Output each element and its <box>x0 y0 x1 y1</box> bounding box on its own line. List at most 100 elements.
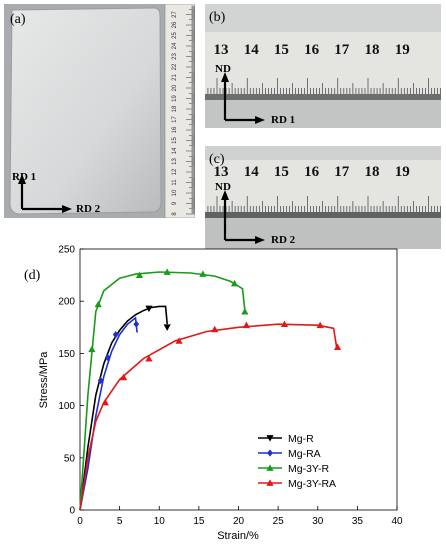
ruler-a-number: 18 <box>172 105 178 112</box>
series-line <box>79 305 168 511</box>
cross-section-rd1-photo: 13 14 15 16 17 18 19 ND RD 1 (b) <box>205 4 441 128</box>
ruler-number: 14 <box>244 164 260 180</box>
ruler-a-number: 25 <box>172 32 178 39</box>
data-point <box>175 337 183 344</box>
data-point <box>211 325 219 333</box>
x-tick-label: 35 <box>352 516 364 527</box>
series-mg-3y-ra <box>79 320 342 511</box>
legend-entry: Mg-3Y-R <box>258 463 329 475</box>
ruler-a-number: 13 <box>172 158 178 165</box>
series-lines <box>79 268 342 511</box>
ruler-a-number: 14 <box>172 147 178 154</box>
data-point <box>97 376 104 385</box>
ruler-a-number: 27 <box>172 11 178 18</box>
data-point <box>135 271 144 278</box>
series-line <box>79 271 246 511</box>
stress-strain-chart: 0 5 10 15 20 25 30 35 40 0 50 100 150 200 250 Strain/… <box>38 245 403 543</box>
ruler-number: 16 <box>304 42 320 58</box>
y-tick-label: 200 <box>58 297 75 308</box>
cross-section-rd2-illustration: 13 14 15 16 17 18 19 ND RD 2 <box>205 146 441 249</box>
plot-frame <box>79 248 398 511</box>
y-axis-title: Stress/MPa <box>38 351 50 409</box>
legend-label: Mg-3Y-R <box>288 463 329 475</box>
y-tick-label: 100 <box>58 401 75 412</box>
ruler-number: 17 <box>334 42 350 58</box>
nd-label-b: ND <box>215 63 231 75</box>
sample-sheet-illustration: 8 9 10 11 12 13 14 15 16 17 18 19 20 21 22 23 24 25 26 27 R… <box>4 3 196 219</box>
legend-entry: Mg-R <box>258 433 314 445</box>
data-point <box>101 398 109 406</box>
rd2-label-c: RD 2 <box>271 234 296 246</box>
ruler-a-number: 20 <box>172 84 178 91</box>
panel-label-d: (d) <box>24 268 41 283</box>
series-mg-3y-r <box>79 268 249 511</box>
series-line <box>79 316 138 511</box>
data-point <box>316 321 324 329</box>
ruler-number: 15 <box>274 42 289 58</box>
ruler-a-number: 21 <box>172 74 178 81</box>
data-point <box>88 345 96 353</box>
series-mg-r <box>79 305 171 511</box>
x-tick-label: 5 <box>117 516 123 527</box>
ruler-a-number: 10 <box>172 189 178 196</box>
ruler-a-number: 16 <box>172 126 178 133</box>
legend-marker <box>267 449 273 457</box>
legend-marker <box>266 435 274 442</box>
panel-label-c: (c) <box>209 152 225 167</box>
panel-label-b: (b) <box>209 10 226 25</box>
rd2-label-a: RD 2 <box>76 203 101 215</box>
ruler-number: 14 <box>244 42 260 58</box>
ruler-a-number: 15 <box>172 137 178 144</box>
legend-label: Mg-R <box>288 433 314 445</box>
nd-label-c: ND <box>215 181 231 193</box>
ruler-number: 19 <box>395 164 410 180</box>
x-tick-label: 15 <box>193 516 205 527</box>
legend-entry: Mg-RA <box>258 448 321 460</box>
legend-marker <box>266 479 274 486</box>
x-tick-label: 25 <box>273 516 285 527</box>
legend-label: Mg-3Y-RA <box>288 478 336 490</box>
x-tick-label: 20 <box>233 516 245 527</box>
ruler-a-number: 24 <box>172 42 178 49</box>
x-axis-title: Strain/% <box>217 530 259 542</box>
data-point <box>145 355 153 362</box>
ruler-number: 18 <box>365 164 380 180</box>
data-point <box>280 320 289 328</box>
data-point <box>119 373 128 381</box>
data-point <box>241 308 249 315</box>
y-tick-label: 150 <box>58 349 75 360</box>
data-point <box>133 320 140 328</box>
rd1-label-b: RD 1 <box>271 114 295 126</box>
x-axis: 0 5 10 15 20 25 30 35 40 <box>77 506 403 527</box>
y-tick-label: 250 <box>58 245 75 256</box>
rd1-label-a: RD 1 <box>12 171 36 183</box>
ruler-a-number: 11 <box>172 179 178 186</box>
x-tick-label: 10 <box>154 516 166 527</box>
x-tick-label: 30 <box>312 516 324 527</box>
ruler-a-number: 19 <box>172 95 178 102</box>
ruler-a-number: 23 <box>172 53 178 60</box>
cross-section-rd2-photo: 13 14 15 16 17 18 19 ND RD 2 (c) <box>205 146 441 249</box>
legend-label: Mg-RA <box>288 448 321 460</box>
legend-marker <box>266 464 274 471</box>
legend-entry: Mg-3Y-RA <box>258 478 336 490</box>
ruler-a-number: 8 <box>172 212 178 216</box>
y-tick-label: 50 <box>64 453 76 464</box>
ruler-number: 18 <box>365 42 380 58</box>
data-point <box>242 321 251 329</box>
y-axis: 0 50 100 150 200 250 <box>58 245 84 517</box>
ruler-number: 17 <box>334 164 350 180</box>
ruler-number: 13 <box>214 42 229 58</box>
ruler-number: 19 <box>395 42 410 58</box>
ruler-number: 16 <box>304 164 320 180</box>
data-point <box>163 324 171 331</box>
data-point <box>333 343 342 351</box>
ruler-a-number: 17 <box>172 116 178 123</box>
data-point <box>163 268 171 275</box>
ruler-a-number: 9 <box>172 201 178 205</box>
panel-label-a: (a) <box>10 12 26 27</box>
data-point <box>230 279 239 287</box>
x-tick-label: 0 <box>77 516 83 527</box>
ruler-a-number: 22 <box>172 63 178 70</box>
data-point <box>199 270 207 277</box>
